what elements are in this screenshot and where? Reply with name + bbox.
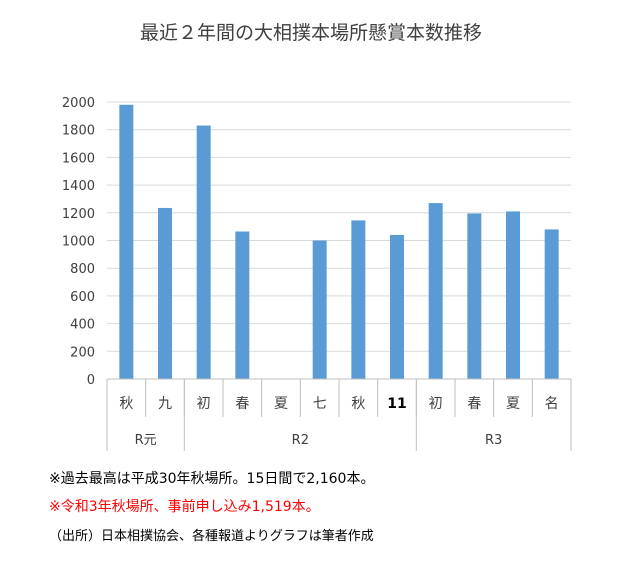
note-source: （出所）日本相撲協会、各種報道よりグラフは筆者作成	[49, 529, 374, 544]
gridlines	[107, 101, 571, 380]
y-tick-label: 1000	[62, 235, 95, 250]
x-tick-label: 秋	[119, 396, 133, 412]
chart-title: 最近２年間の大相撲本場所懸賞本数推移	[139, 22, 482, 44]
group-label: R3	[485, 433, 502, 448]
y-tick-label: 1600	[62, 151, 95, 166]
x-tick-label: 11	[387, 396, 406, 412]
note-preorder: ※令和3年秋場所、事前申し込み1,519本。	[49, 499, 320, 515]
bar	[351, 220, 366, 379]
bar	[428, 203, 443, 379]
y-tick-label: 2000	[62, 96, 95, 111]
bars	[119, 104, 559, 380]
bar	[390, 234, 404, 379]
x-tick-label: 九	[158, 396, 172, 412]
bar	[158, 207, 172, 379]
bar	[506, 211, 520, 379]
bar	[544, 229, 559, 379]
x-tick-label: 初	[429, 395, 443, 412]
note-record: ※過去最高は平成30年秋場所。15日間で2,160本。	[49, 471, 375, 487]
bar	[119, 104, 134, 380]
group-label: R2	[292, 433, 309, 448]
x-tick-label: 名	[545, 396, 559, 412]
bar	[235, 231, 250, 379]
bar	[196, 125, 211, 379]
group-label: R元	[135, 433, 157, 448]
y-tick-label: 0	[87, 373, 95, 388]
y-tick-label: 1200	[62, 207, 95, 222]
y-tick-label: 1400	[62, 179, 95, 194]
x-tick-label: 春	[235, 396, 249, 412]
bar	[467, 213, 482, 379]
y-tick-label: 800	[70, 262, 95, 277]
x-axis: 秋 九 初 春 夏 七 秋 11 初 春 夏 名 R元 R2 R3	[106, 378, 572, 451]
x-tick-label: 夏	[274, 396, 288, 412]
x-tick-label: 七	[313, 396, 327, 412]
y-tick-label: 600	[70, 290, 95, 305]
x-tick-label: 初	[197, 395, 211, 412]
y-axis-ticks: 0 200 400 600 800 1000 1200 1400 1600 1800 2000	[62, 96, 95, 388]
y-tick-label: 1800	[62, 124, 95, 139]
x-tick-label: 秋	[351, 396, 365, 412]
bar	[312, 240, 327, 379]
y-tick-label: 200	[70, 345, 95, 360]
x-tick-label: 夏	[506, 396, 520, 412]
x-tick-label: 春	[467, 396, 481, 412]
y-tick-label: 400	[70, 318, 95, 333]
